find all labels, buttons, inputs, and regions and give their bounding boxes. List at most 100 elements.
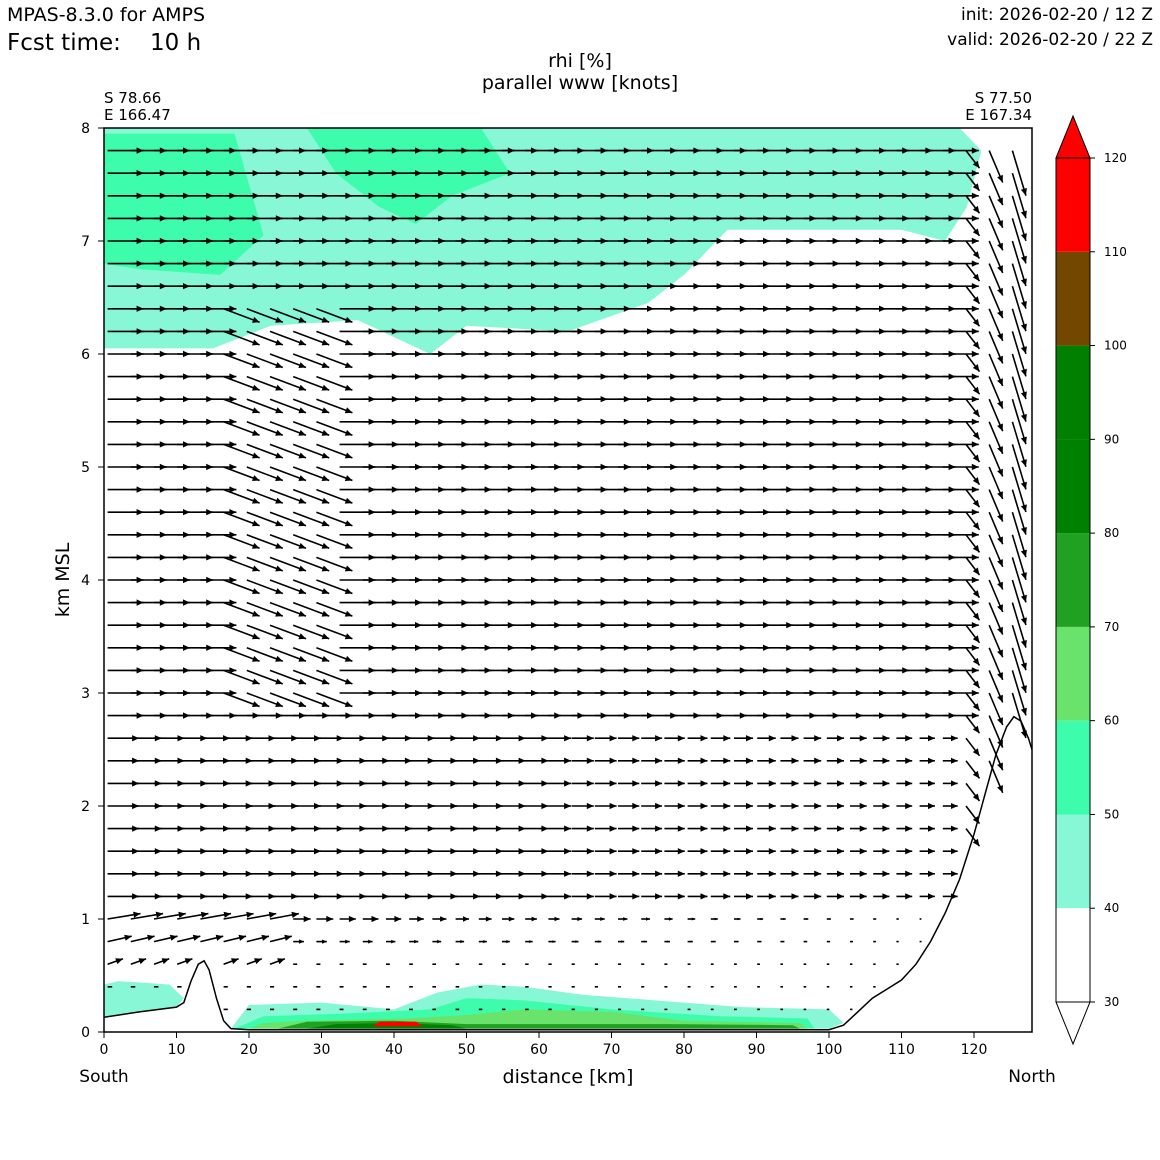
wind-vector-77 bbox=[502, 963, 506, 966]
wind-vector-409 bbox=[502, 757, 526, 764]
wind-vector-835 bbox=[246, 511, 284, 527]
wind-vector-375 bbox=[594, 780, 617, 787]
wind-vector-57 bbox=[803, 985, 807, 988]
wind-vector-331 bbox=[455, 802, 481, 810]
wind-vector-747 bbox=[988, 579, 1004, 613]
wind-vector-628 bbox=[1011, 647, 1027, 694]
wind-vector-445 bbox=[432, 735, 458, 742]
wind-vector-3 bbox=[293, 1008, 298, 1011]
wind-vector-219 bbox=[455, 870, 481, 877]
wind-vector-40 bbox=[409, 985, 413, 988]
wind-vector-262 bbox=[594, 848, 617, 855]
wind-vector-110 bbox=[455, 939, 465, 944]
chart-title: rhi [%] bbox=[548, 50, 612, 72]
wind-vector-63 bbox=[153, 958, 170, 965]
valid-time: valid: 2026-02-20 / 22 Z bbox=[947, 30, 1153, 50]
wind-vector-14 bbox=[548, 1008, 552, 1011]
wind-vector-665 bbox=[942, 622, 979, 629]
wind-vector-96 bbox=[130, 934, 155, 943]
wind-vector-83 bbox=[641, 963, 645, 966]
wind-vector-161 bbox=[803, 918, 809, 920]
wind-vector-836 bbox=[269, 511, 307, 527]
wind-vector-56 bbox=[780, 985, 783, 988]
wind-vector-88 bbox=[757, 963, 760, 966]
wind-vector-114 bbox=[548, 940, 556, 943]
wind-vector-269 bbox=[757, 848, 776, 855]
wind-vector-9 bbox=[432, 1008, 436, 1011]
wind-vector-140 bbox=[316, 915, 334, 923]
wind-vector-289 bbox=[362, 825, 390, 832]
wind-vector-256 bbox=[455, 848, 481, 855]
wind-vector-593 bbox=[200, 644, 237, 651]
wind-vector-314 bbox=[942, 825, 958, 832]
wind-vector-546 bbox=[965, 692, 981, 712]
wind-vector-343 bbox=[734, 802, 753, 810]
wind-vector-625 bbox=[942, 644, 979, 651]
wind-vector-1426 bbox=[965, 195, 981, 214]
y-tick-label-5: 5 bbox=[81, 460, 90, 476]
wind-vector-918 bbox=[316, 466, 353, 482]
wind-vector-118 bbox=[641, 940, 648, 943]
wind-vector-0 bbox=[223, 1008, 228, 1011]
wind-vector-257 bbox=[478, 848, 503, 855]
wind-vector-717 bbox=[292, 579, 330, 595]
wind-vector-55 bbox=[757, 985, 760, 988]
wind-vector-15 bbox=[571, 1008, 575, 1011]
wind-vector-677 bbox=[292, 601, 330, 617]
wind-vector-67 bbox=[269, 958, 286, 965]
wind-vector-365 bbox=[362, 780, 390, 787]
wind-vector-106 bbox=[362, 939, 373, 944]
wind-vector-461 bbox=[803, 735, 822, 742]
wind-vector-155 bbox=[664, 917, 673, 921]
wind-vector-277 bbox=[942, 848, 958, 855]
wind-vector-312 bbox=[896, 825, 913, 832]
wind-vector-1033 bbox=[200, 396, 237, 403]
y-tick-label-4: 4 bbox=[81, 573, 90, 589]
wind-vector-186 bbox=[548, 893, 572, 900]
wind-vector-410 bbox=[525, 757, 549, 764]
x-tick-label-80: 80 bbox=[675, 1042, 693, 1058]
wind-vector-100 bbox=[223, 934, 247, 943]
x-tick-label-70: 70 bbox=[603, 1042, 621, 1058]
wind-vector-275 bbox=[896, 848, 913, 855]
wind-vector-707 bbox=[988, 602, 1004, 635]
wind-vector-1468 bbox=[1011, 172, 1027, 219]
colorbar-segment-100 bbox=[1056, 251, 1090, 346]
wind-vector-415 bbox=[641, 757, 663, 764]
wind-vector-8 bbox=[409, 1008, 413, 1011]
wind-vector-1155 bbox=[246, 330, 284, 346]
wind-vector-240 bbox=[942, 870, 958, 877]
wind-vector-1074 bbox=[223, 375, 260, 391]
wind-vector-597 bbox=[292, 647, 330, 663]
wind-vector-328 bbox=[386, 802, 412, 810]
wind-vector-299 bbox=[594, 825, 617, 832]
wind-vector-182 bbox=[455, 893, 481, 900]
wind-vector-35 bbox=[293, 985, 298, 988]
wind-vector-30 bbox=[154, 985, 159, 988]
wind-vector-293 bbox=[455, 825, 481, 832]
wind-vector-1305 bbox=[942, 260, 979, 267]
wind-vector-292 bbox=[432, 825, 458, 832]
wind-vector-1117 bbox=[292, 353, 330, 369]
wind-vector-867 bbox=[988, 511, 1004, 545]
wind-vector-518 bbox=[316, 692, 353, 708]
wind-vector-1347 bbox=[988, 240, 1004, 274]
wind-vector-296 bbox=[525, 825, 549, 832]
wind-vector-714 bbox=[223, 579, 260, 595]
wind-vector-402 bbox=[339, 757, 367, 764]
left-point-lat: S 78.66 bbox=[104, 89, 161, 107]
wind-vector-833 bbox=[200, 509, 237, 516]
wind-vector-25 bbox=[803, 1008, 807, 1011]
wind-vector-1345 bbox=[942, 237, 979, 245]
wind-vector-460 bbox=[780, 735, 799, 742]
wind-vector-270 bbox=[780, 848, 799, 855]
wind-vector-874 bbox=[223, 488, 260, 504]
wind-vector-421 bbox=[780, 757, 799, 764]
wind-vector-203 bbox=[942, 893, 958, 900]
wind-vector-126 bbox=[826, 940, 831, 943]
wind-vector-713 bbox=[200, 576, 237, 584]
y-axis-label: km MSL bbox=[52, 542, 74, 617]
wind-vector-81 bbox=[594, 963, 598, 966]
wind-vector-545 bbox=[942, 689, 979, 697]
wind-vector-668 bbox=[1011, 624, 1027, 671]
